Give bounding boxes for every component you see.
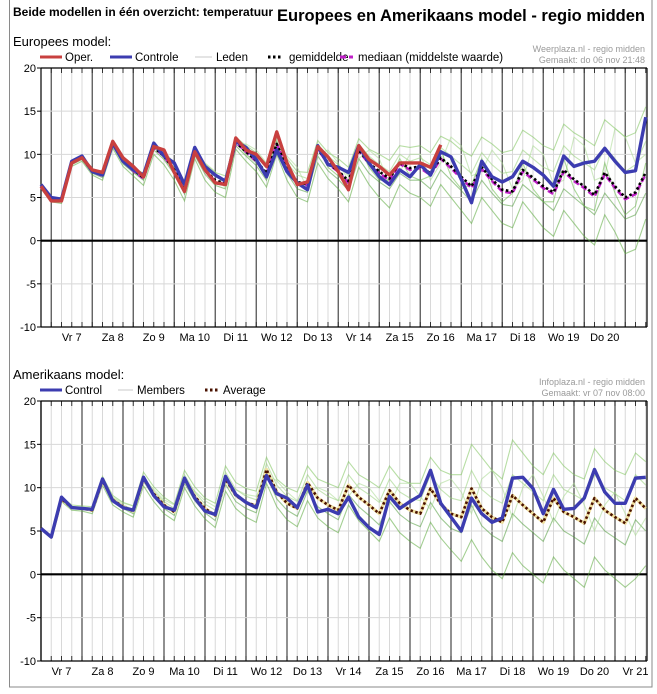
member-line — [40, 144, 647, 220]
y-tick-label: -5 — [26, 279, 36, 291]
x-tick-label: Ma 17 — [466, 332, 497, 344]
legend-label: gemiddelde — [289, 52, 348, 64]
x-tick-label: Do 20 — [580, 666, 609, 678]
y-tick-label: 20 — [24, 396, 36, 408]
legend-label: Controle — [135, 52, 178, 64]
x-tick-label: Za 8 — [91, 666, 113, 678]
y-tick-label: 15 — [24, 439, 36, 451]
section-label: Amerikaans model: — [13, 367, 124, 382]
x-tick-label: Wo 12 — [251, 666, 283, 678]
x-tick-label: Zo 9 — [132, 666, 154, 678]
y-tick-label: 15 — [24, 106, 36, 118]
x-tick-label: Do 13 — [303, 332, 332, 344]
european-model-chart: Europees model: Weerplaza.nl - regio midd… — [13, 34, 648, 344]
series-line-control — [39, 467, 646, 539]
x-tick-label: Za 8 — [102, 332, 124, 344]
y-tick-label: 20 — [24, 63, 36, 75]
x-tick-label: Zo 16 — [427, 332, 455, 344]
header-right-title: Europees en Amerikaans model - regio mid… — [277, 7, 645, 25]
x-tick-label: Di 18 — [510, 332, 536, 344]
x-tick-label: Za 15 — [386, 332, 414, 344]
legend-label: mediaan (middelste waarde) — [358, 52, 503, 64]
x-tick-label: Za 15 — [375, 666, 403, 678]
x-tick-label: Do 13 — [293, 666, 322, 678]
section-label: Europees model: — [13, 34, 111, 49]
x-tick-label: Zo 9 — [143, 332, 165, 344]
legend-label: Members — [137, 385, 185, 397]
x-tick-label: Wo 12 — [261, 332, 293, 344]
x-tick-label: Wo 19 — [548, 332, 580, 344]
member-line — [40, 146, 647, 255]
legend-label: Control — [65, 385, 102, 397]
x-tick-label: Di 11 — [213, 666, 238, 678]
y-tick-label: -10 — [20, 322, 36, 334]
legend-label: Average — [223, 385, 266, 397]
y-tick-label: -10 — [20, 656, 36, 668]
credit-source: Infoplaza.nl - regio midden — [539, 377, 645, 387]
y-tick-label: 5 — [30, 193, 36, 205]
legend-label: Oper. — [65, 52, 93, 64]
x-tick-label: Vr 7 — [62, 332, 82, 344]
x-tick-label: Do 20 — [590, 332, 619, 344]
x-tick-label: Ma 10 — [179, 332, 210, 344]
y-tick-label: -5 — [26, 613, 36, 625]
x-tick-label: Di 18 — [500, 666, 526, 678]
y-tick-label: 5 — [30, 526, 36, 538]
legend-label: Leden — [216, 52, 248, 64]
header-left-title: Beide modellen in één overzicht: tempera… — [13, 5, 273, 19]
credit-source: Weerplaza.nl - regio midden — [533, 44, 645, 54]
page-border — [9, 0, 653, 688]
x-tick-label: Vr 14 — [346, 332, 372, 344]
x-tick-label: Wo 19 — [538, 666, 570, 678]
credit-created: Gemaakt: vr 07 nov 08:00 — [541, 388, 645, 398]
y-tick-label: 0 — [30, 569, 36, 581]
y-tick-label: 10 — [24, 483, 36, 495]
american-model-chart: Amerikaans model: Infoplaza.nl - regio mi… — [13, 367, 648, 678]
x-tick-label: Vr 7 — [52, 666, 72, 678]
x-tick-label: Ma 17 — [456, 666, 487, 678]
credit-created: Gemaakt: do 06 nov 21:48 — [539, 55, 645, 65]
x-tick-label: Zo 16 — [416, 666, 444, 678]
x-tick-label: Di 11 — [223, 332, 248, 344]
y-tick-label: 0 — [30, 236, 36, 248]
x-tick-label: Vr 21 — [623, 666, 649, 678]
x-tick-label: Ma 10 — [169, 666, 200, 678]
member-line — [40, 481, 647, 589]
y-tick-label: 10 — [24, 149, 36, 161]
x-tick-label: Vr 14 — [336, 666, 362, 678]
series-line-oper — [39, 130, 443, 203]
